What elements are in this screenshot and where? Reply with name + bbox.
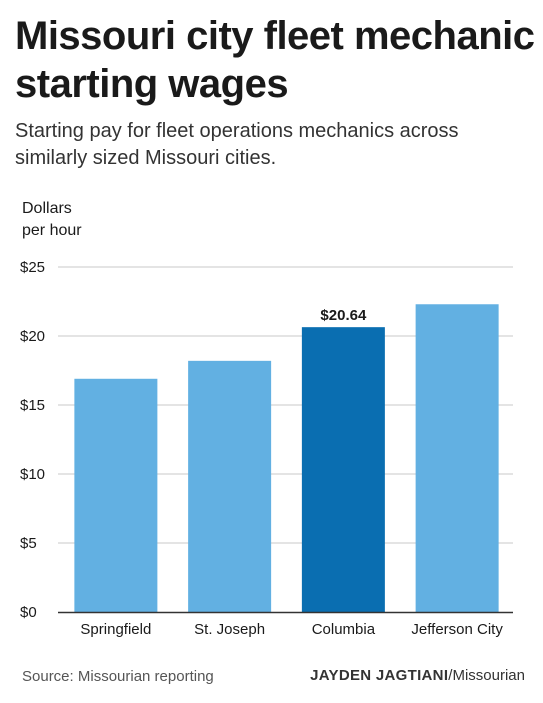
data-label: $20.64	[320, 307, 367, 324]
bar	[301, 327, 385, 612]
y-tick-label: $25	[20, 259, 45, 276]
y-tick-label: $10	[20, 466, 45, 483]
unit-label-line-1: Dollars	[22, 200, 72, 217]
y-tick-label: $15	[20, 397, 45, 414]
x-tick-label: Springfield	[80, 621, 151, 638]
top-rule	[0, 0, 543, 3]
bar	[74, 378, 158, 612]
x-tick-label: Columbia	[312, 621, 376, 638]
y-tick-label: $20	[20, 328, 45, 345]
bar	[188, 360, 272, 612]
credit-line: JAYDEN JAGTIANI/Missourian	[310, 667, 525, 684]
bar-chart: $0 $5 $10 $15 $20 $25 Springfield St. Joseph Col…	[20, 259, 513, 638]
y-tick-label: $0	[20, 604, 37, 621]
chart-title: Missouri city fleet mechanic starting wa…	[15, 14, 535, 106]
x-tick-label: Jefferson City	[411, 621, 503, 638]
y-tick-label: $5	[20, 535, 37, 552]
source-note: Source: Missourian reporting	[22, 668, 214, 685]
chart-subtitle: Starting pay for fleet operations mechan…	[15, 120, 459, 169]
unit-label-line-2: per hour	[22, 222, 82, 239]
credit-author: JAYDEN JAGTIANI	[310, 667, 449, 684]
bar	[415, 304, 499, 612]
x-tick-label: St. Joseph	[194, 621, 265, 638]
credit-org: /Missourian	[448, 667, 525, 684]
y-axis-unit-label: Dollars per hour	[22, 198, 142, 242]
